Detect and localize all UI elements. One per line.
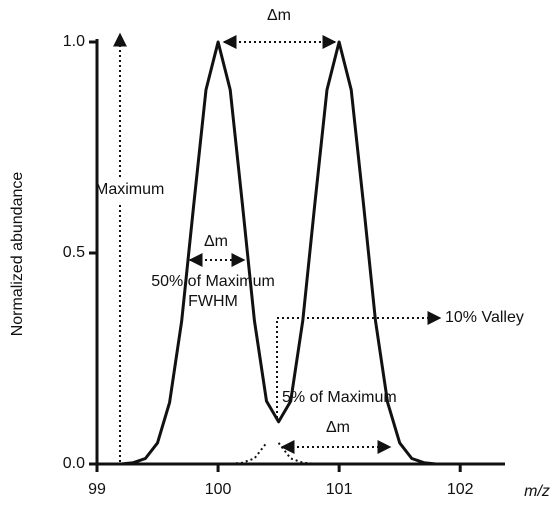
series-line [97, 40, 485, 466]
annotation: FWHM [188, 293, 238, 310]
y-tick-label: 0.0 [63, 455, 85, 472]
annotation: 50% of Maximum [151, 273, 275, 290]
annotation: Δm [326, 419, 350, 436]
y-tick-label: 1.0 [63, 33, 85, 50]
annotation: Δm [204, 233, 228, 250]
x-tick-label: 100 [205, 481, 232, 498]
annotation: Maximum [95, 181, 164, 198]
x-tick-label: 101 [326, 481, 353, 498]
x-tick-label: 99 [88, 481, 106, 498]
annotations: Maximum Δm Δm 50% of Maximum FWHM 10% Va… [94, 7, 524, 462]
annotation: Δm [267, 7, 291, 24]
x-tick-label: 102 [447, 481, 474, 498]
annotation: 5% of Maximum [282, 389, 397, 406]
arrow [276, 311, 442, 418]
series-line [277, 442, 340, 465]
label-bg [94, 178, 188, 202]
series-line [206, 442, 268, 465]
y-tick-label: 0.5 [63, 244, 85, 261]
y-axis-label: Normalized abundance [9, 172, 26, 337]
x-axis-label: m/z [524, 483, 550, 500]
annotation: 10% Valley [445, 309, 524, 326]
label-bg [130, 270, 296, 314]
